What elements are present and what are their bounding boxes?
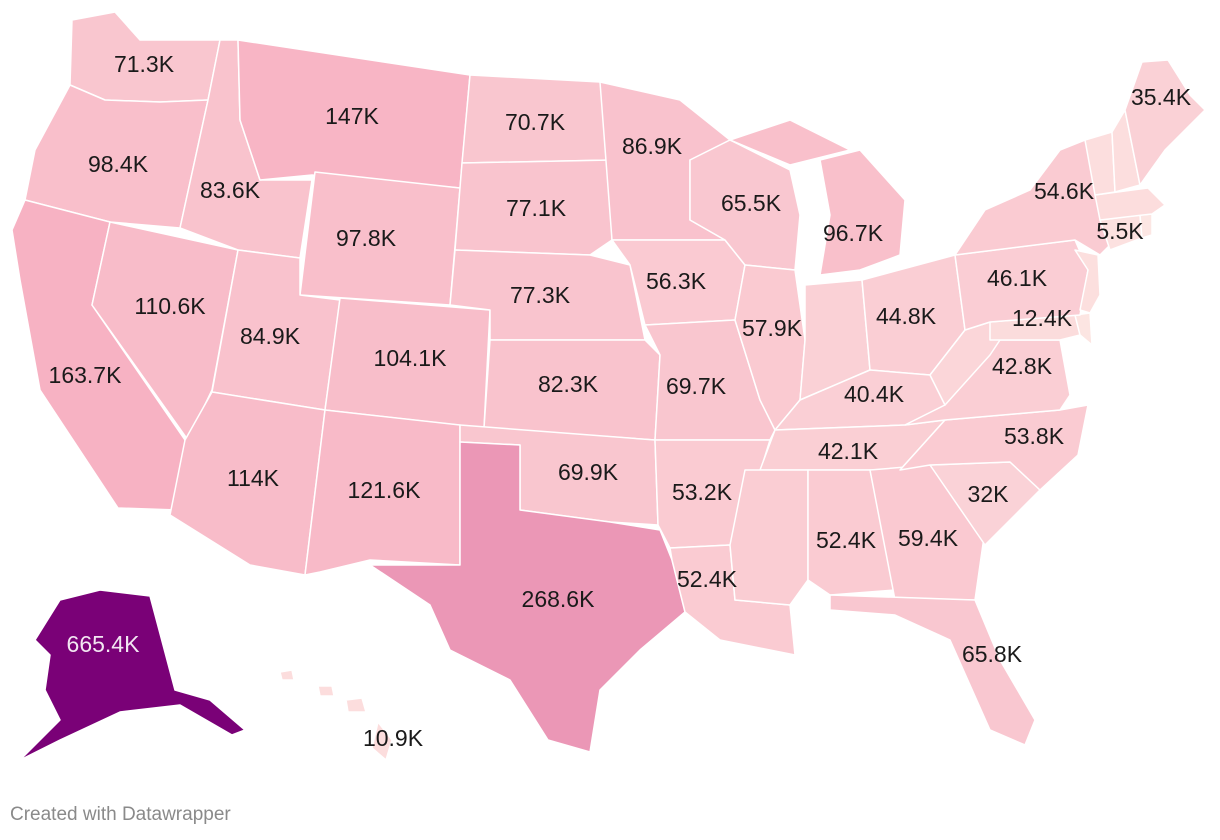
value-label-oh: 44.8K [876, 303, 937, 329]
state-mi[interactable] [819, 149, 906, 276]
value-label-co: 104.1K [374, 345, 448, 371]
footer-credit[interactable]: Created with Datawrapper [10, 804, 231, 825]
us-choropleth-map: 71.3K 98.4K 163.7K 110.6K 83.6K 147K 97.8K 84.9… [11, 11, 1206, 761]
state-nj[interactable] [1074, 249, 1101, 314]
state-tx[interactable] [369, 441, 686, 753]
value-label-sd: 77.1K [506, 195, 567, 221]
value-label-mn: 86.9K [622, 133, 683, 159]
value-label-pa: 46.1K [987, 265, 1048, 291]
value-label-ok: 69.9K [558, 459, 619, 485]
value-label-ga: 59.4K [898, 525, 959, 551]
value-label-me: 35.4K [1131, 84, 1192, 110]
value-label-ut: 84.9K [240, 323, 301, 349]
value-label-wi: 65.5K [721, 190, 782, 216]
value-label-al: 52.4K [816, 527, 877, 553]
value-label-ar: 53.2K [672, 479, 733, 505]
value-label-nv: 110.6K [134, 293, 206, 319]
value-label-va: 42.8K [992, 353, 1053, 379]
value-label-wy: 97.8K [336, 225, 397, 251]
value-label-tn: 42.1K [818, 438, 879, 464]
value-label-hi: 10.9K [363, 725, 424, 751]
value-label-mt: 147K [325, 103, 379, 129]
value-label-ny: 54.6K [1034, 178, 1095, 204]
state-al[interactable] [807, 469, 896, 596]
state-ma[interactable] [1094, 187, 1166, 221]
state-hi[interactable] [279, 669, 393, 761]
value-label-nm: 121.6K [348, 477, 422, 503]
state-ak[interactable] [19, 589, 246, 761]
value-label-la: 52.4K [677, 566, 738, 592]
value-label-mi: 96.7K [823, 220, 884, 246]
value-label-tx: 268.6K [522, 586, 596, 612]
value-label-ky: 40.4K [844, 381, 905, 407]
value-label-ct: 5.5K [1096, 218, 1144, 244]
value-label-nd: 70.7K [505, 109, 566, 135]
value-label-az: 114K [227, 465, 280, 491]
state-mi-upper[interactable] [729, 119, 851, 166]
value-label-ia: 56.3K [646, 268, 707, 294]
state-fl[interactable] [829, 594, 1036, 746]
state-me[interactable] [1124, 59, 1206, 186]
value-label-md: 12.4K [1012, 305, 1073, 331]
value-label-nc: 53.8K [1004, 423, 1065, 449]
state-ms[interactable] [729, 469, 809, 606]
value-label-ne: 77.3K [510, 282, 571, 308]
value-label-ca: 163.7K [49, 362, 123, 388]
states-layer [11, 11, 1206, 761]
labels-layer: 71.3K 98.4K 163.7K 110.6K 83.6K 147K 97.8K 84.9… [49, 51, 1192, 751]
value-label-id: 83.6K [200, 177, 261, 203]
value-label-fl: 65.8K [962, 641, 1023, 667]
value-label-or: 98.4K [88, 151, 149, 177]
state-sd[interactable] [454, 159, 613, 256]
value-label-sc: 32K [968, 481, 1010, 507]
state-de[interactable] [1074, 312, 1093, 346]
value-label-il: 57.9K [742, 315, 803, 341]
value-label-wa: 71.3K [114, 51, 175, 77]
value-label-mo: 69.7K [666, 373, 727, 399]
value-label-ks: 82.3K [538, 371, 599, 397]
value-label-ak: 665.4K [67, 631, 141, 657]
